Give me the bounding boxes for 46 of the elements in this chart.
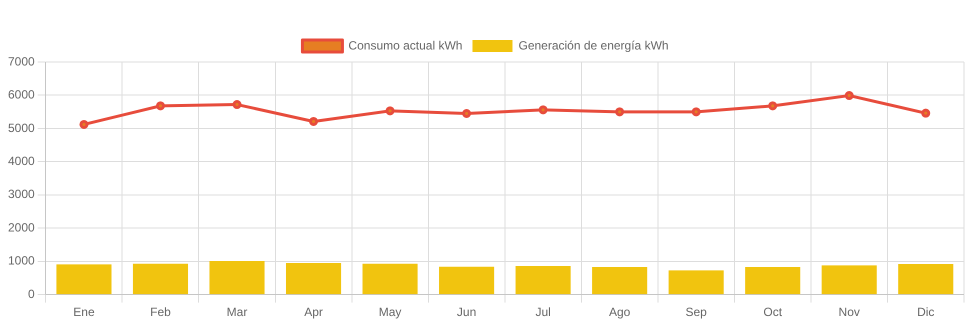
- legend-label: Generación de energía kWh: [518, 38, 669, 52]
- x-tick-label: Ene: [73, 305, 95, 320]
- point: [386, 106, 395, 116]
- bar: [592, 267, 648, 294]
- point: [692, 107, 701, 116]
- bar: [362, 264, 418, 294]
- y-tick-label: 5000: [8, 120, 36, 135]
- x-tick-label: Apr: [304, 305, 323, 320]
- x-tick-label: Jul: [535, 305, 551, 320]
- y-tick-label: 7000: [8, 54, 36, 68]
- bar: [822, 265, 877, 294]
- x-tick-label: Jun: [456, 305, 476, 320]
- bar: [668, 270, 724, 294]
- point: [921, 108, 930, 118]
- y-tick-label: 6000: [8, 88, 36, 102]
- point: [615, 107, 624, 116]
- point: [844, 91, 854, 100]
- x-tick-label: Ago: [608, 305, 631, 320]
- y-tick-label: 4000: [8, 154, 36, 168]
- bar: [516, 266, 571, 294]
- bar: [439, 266, 494, 294]
- x-tick-label: May: [378, 305, 402, 320]
- point: [232, 100, 242, 110]
- point: [79, 120, 88, 129]
- x-tick-label: Feb: [150, 305, 172, 320]
- y-tick-label: 3000: [8, 187, 36, 202]
- bar: [56, 264, 112, 294]
- bar: [745, 267, 800, 294]
- x-tick-label: Sep: [685, 305, 708, 320]
- x-tick-label: Oct: [763, 305, 783, 320]
- y-tick-label: 0: [28, 286, 36, 301]
- point: [768, 101, 778, 110]
- bar: [132, 264, 188, 294]
- point: [538, 105, 548, 114]
- x-tick-label: Mar: [226, 305, 248, 320]
- point: [462, 109, 472, 118]
- y-tick-label: 2000: [8, 220, 36, 234]
- x-tick-label: Dic: [917, 305, 934, 320]
- bar: [898, 264, 954, 294]
- bar: [286, 263, 342, 294]
- point: [309, 116, 318, 126]
- x-tick-label: Nov: [838, 305, 860, 320]
- y-tick-label: 1000: [8, 254, 36, 268]
- legend-label: Consumo actual kWh: [348, 38, 462, 52]
- point: [156, 101, 165, 110]
- bar: [209, 261, 265, 294]
